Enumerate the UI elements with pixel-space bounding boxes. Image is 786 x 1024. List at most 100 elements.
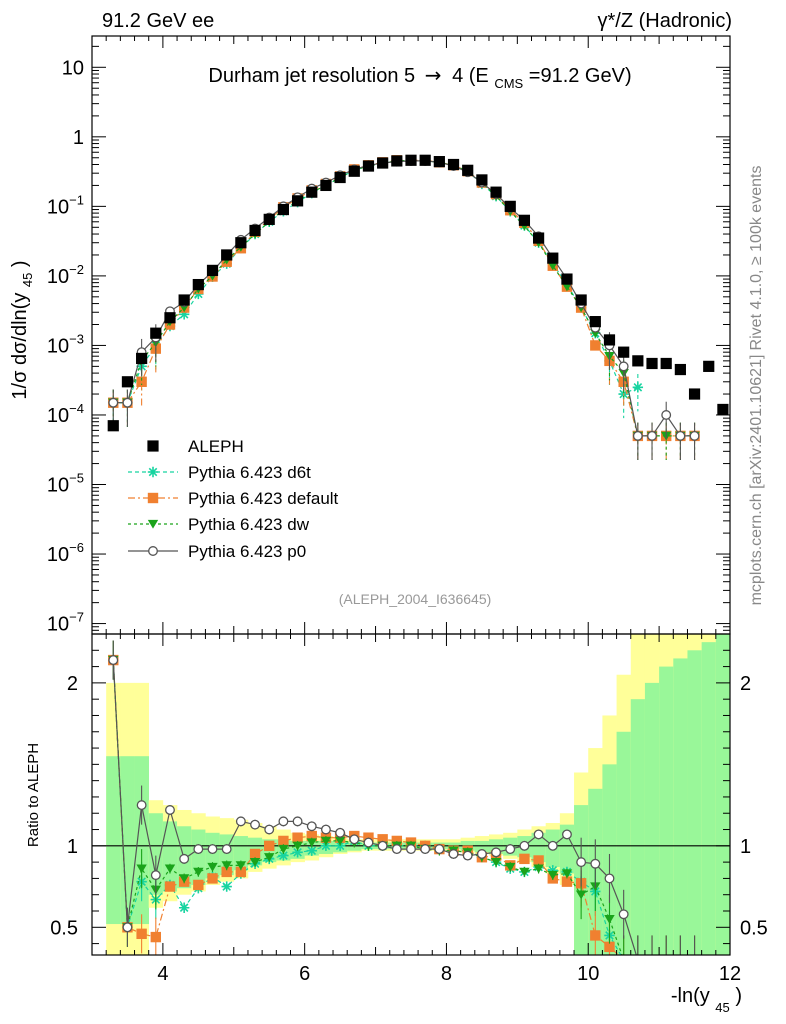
legend-entry-d6t: Pythia 6.423 d6t [128,463,311,482]
p0-ratio-point [562,829,572,840]
dw-ratio-point [689,956,699,965]
legend-label-dw: Pythia 6.423 dw [188,515,310,534]
p0-ratio-point [448,849,459,859]
aleph-data-point [362,160,375,172]
rivet-version-label: Rivet 4.1.0, ≥ 100k events [748,166,765,351]
p0-ratio-point [377,840,388,851]
aleph-data-point [490,186,502,198]
aleph-data-point [674,363,686,376]
legend-marker-d6t [147,466,159,478]
inner-band-bin [701,642,717,955]
y-tick-label: 10−2 [47,262,84,288]
p0-ratio-point [693,954,696,955]
y-tick-label: 10 [62,57,84,79]
dw-ratio-point [292,841,303,851]
dw-ratio-point [334,836,346,846]
p0-ratio-point [491,847,502,858]
aleph-data-point [306,186,318,198]
default-ratio-point [278,835,289,847]
aleph-data-point [277,203,289,216]
dw-ratio-point [164,864,176,874]
inner-band-bin [616,731,632,955]
default-point [136,376,147,387]
p0-ratio-point [533,829,544,840]
default-ratio-point [561,876,573,887]
y-tick-label: 10−7 [47,610,84,636]
aleph-data-point [206,264,219,276]
p0-ratio-point [193,844,204,855]
dw-ratio-point [221,861,232,871]
p0-ratio-point [519,840,530,851]
default-ratio-point [249,848,261,860]
p0-ratio-point [150,870,161,881]
inner-band-bin [205,832,220,879]
aleph-data-point [504,200,516,212]
x-tick-label: 10 [577,963,599,985]
y-tick-label: 10−6 [47,540,84,566]
aleph-data-point [717,403,729,416]
legend-entry-aleph: ALEPH [147,437,244,456]
default-ratio-point [590,930,601,941]
p0-ratio-point [547,840,558,851]
d6t-ratio-line [112,660,622,955]
default-ratio-point [661,954,672,955]
inner-band-bin [106,756,121,925]
p0-ratio-point [604,873,615,884]
p0-ratio-point [476,849,487,859]
p0-ratio-point [590,858,601,869]
ratio-tick-label: 0.5 [50,917,78,939]
aleph-data-point [462,164,474,176]
d6t-ratio-point [622,954,625,955]
dw-ratio-point [533,864,544,874]
aleph-data-point [688,388,701,400]
dw-ratio-point [136,864,147,874]
dw-ratio-point [249,857,261,867]
legend-entry-default: Pythia 6.423 default [128,489,339,508]
p0-ratio-point [292,816,303,827]
aleph-data-point [121,376,134,388]
inner-band-bin [630,699,646,955]
legend-entry-dw: Pythia 6.423 dw [128,515,310,534]
p0-ratio-point [406,844,416,855]
dw-ratio-point [547,870,558,880]
p0-ratio-point [278,816,289,827]
p0-ratio-point [363,837,374,848]
p0-ratio-point [462,850,473,861]
axes: 4 6 8 10 1210110−110−210−310−410−510−610−70.… [47,36,768,985]
default-ratio-point [646,954,658,955]
ratio-panel-series [108,640,700,965]
aleph-data-point [320,179,332,192]
process-label: γ*/Z (Hadronic) [598,10,732,32]
aleph-data-point [192,278,204,291]
dw-ratio-point [320,836,332,846]
p0-ratio-point [651,954,653,955]
aleph-data-point [660,357,672,370]
d6t-point [632,382,644,393]
default-line [113,159,695,437]
aleph-data-point [150,327,162,339]
aleph-data-point [533,232,545,244]
dw-point [547,261,558,271]
p0-point [618,361,629,372]
dw-ratio-point [278,844,289,854]
ratio-tick-label-right: 0.5 [740,917,768,939]
analysis-id-label: (ALEPH_2004_I636645) [339,591,492,607]
default-ratio-point [675,954,686,955]
p0-ratio-point [264,824,275,835]
ratio-uncertainty-bands [92,634,730,955]
d6t-ratio-point [292,847,303,858]
p0-ratio-point [221,844,232,855]
p0-ratio-point [207,844,218,855]
inner-band-bin [474,840,490,853]
p0-ratio-point [679,954,682,955]
p0-point [108,397,119,408]
p0-ratio-point [505,844,516,855]
x-tick-label: 8 [441,963,452,985]
aleph-data-point [703,360,715,372]
default-ratio-point [221,866,232,878]
x-tick-label: 4 [157,963,168,985]
legend-label-default: Pythia 6.423 default [188,489,339,508]
dw-ratio-point [661,956,671,965]
aleph-data-point [391,155,403,167]
y-tick-label: 1 [73,127,84,149]
